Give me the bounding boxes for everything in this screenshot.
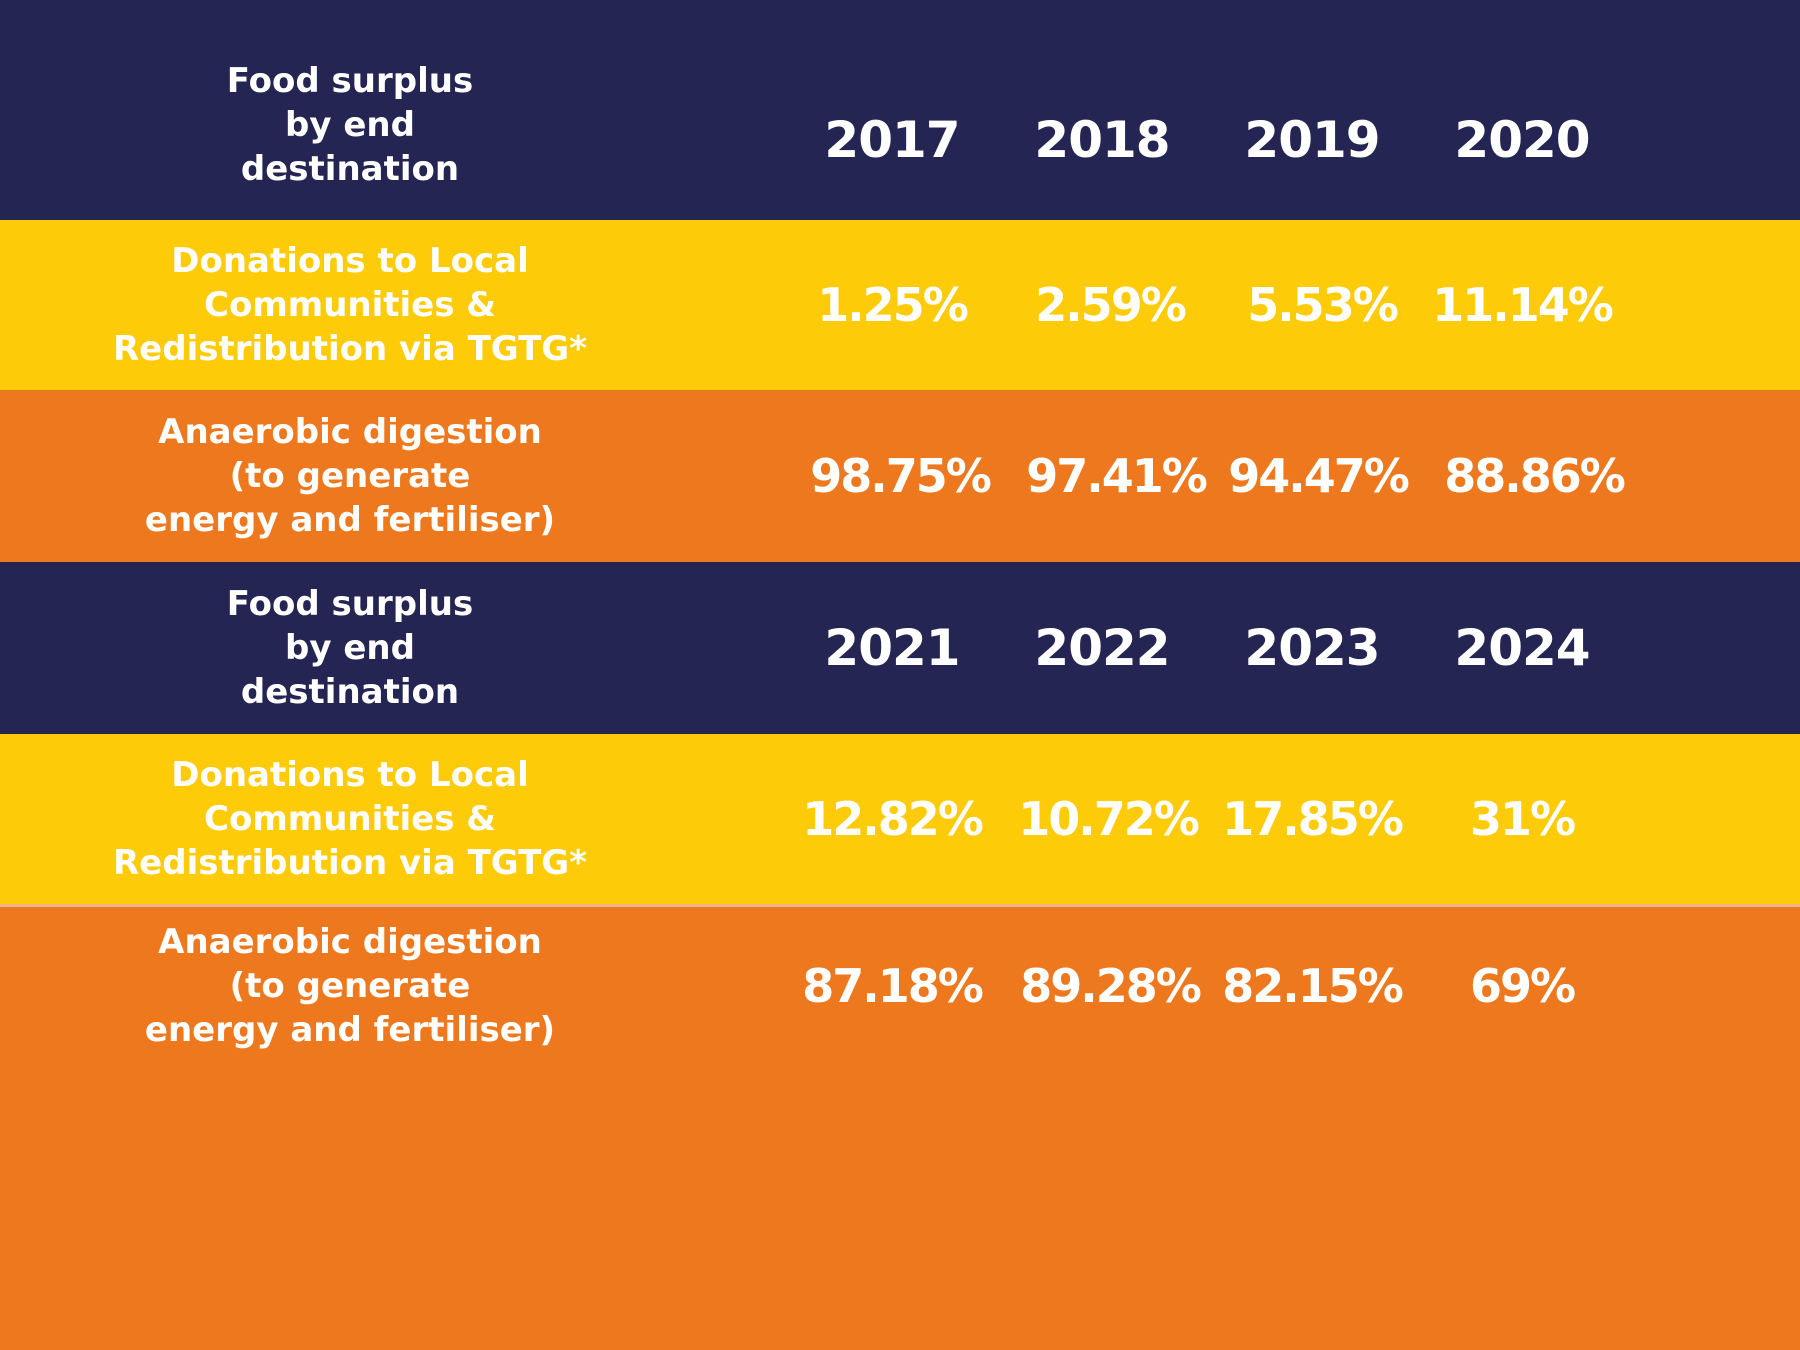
table-1-donations-label: Donations to Local Communities & Redistr…: [113, 241, 587, 369]
year-2019: 2019: [1244, 111, 1380, 169]
table-1-donations-value-2020: 11.14%: [1432, 278, 1614, 332]
table-1-donations-value-2018: 2.59%: [1035, 278, 1187, 332]
table-1-donations-row: Donations to Local Communities & Redistr…: [0, 220, 1800, 390]
table-2-donations-label: Donations to Local Communities & Redistr…: [113, 755, 587, 883]
table-1-anaerobic-value-2019: 94.47%: [1228, 449, 1410, 503]
table-2-donations-row: Donations to Local Communities & Redistr…: [0, 734, 1800, 904]
table-2-anaerobic-value-2021: 87.18%: [802, 959, 984, 1013]
table-2-anaerobic-value-2023: 82.15%: [1222, 959, 1404, 1013]
year-2024: 2024: [1454, 619, 1590, 677]
table-2-header-row: Food surplus by end destination 2021 202…: [0, 562, 1800, 734]
table-1-anaerobic-label: Anaerobic digestion (to generate energy …: [144, 412, 556, 540]
table-2-donations-value-2023: 17.85%: [1222, 792, 1404, 846]
table-1-header-label: Food surplus by end destination: [226, 61, 474, 189]
year-2018: 2018: [1034, 111, 1170, 169]
table-1-anaerobic-value-2020: 88.86%: [1444, 449, 1626, 503]
table-1-anaerobic-value-2017: 98.75%: [810, 449, 992, 503]
table-2-anaerobic-row: Anaerobic digestion (to generate energy …: [0, 904, 1800, 1074]
year-2023: 2023: [1244, 619, 1380, 677]
table-1-anaerobic-row: Anaerobic digestion (to generate energy …: [0, 390, 1800, 562]
table-2-donations-value-2022: 10.72%: [1018, 792, 1200, 846]
year-2020: 2020: [1454, 111, 1590, 169]
table-2-anaerobic-label: Anaerobic digestion (to generate energy …: [144, 922, 556, 1050]
table-1-donations-value-2019: 5.53%: [1247, 278, 1399, 332]
table-1-header-row: Food surplus by end destination 2017 201…: [0, 0, 1800, 220]
year-2022: 2022: [1034, 619, 1170, 677]
table-2-donations-value-2024: 31%: [1469, 792, 1576, 846]
table-1-donations-value-2017: 1.25%: [817, 278, 969, 332]
table-2-header-label: Food surplus by end destination: [226, 584, 474, 712]
year-2021: 2021: [824, 619, 960, 677]
row-divider: [0, 904, 1800, 907]
table-2-anaerobic-value-2022: 89.28%: [1020, 959, 1202, 1013]
table-2-anaerobic-value-2024: 69%: [1469, 959, 1576, 1013]
year-2017: 2017: [824, 111, 960, 169]
table-2-donations-value-2021: 12.82%: [802, 792, 984, 846]
table-1-anaerobic-value-2018: 97.41%: [1026, 449, 1208, 503]
